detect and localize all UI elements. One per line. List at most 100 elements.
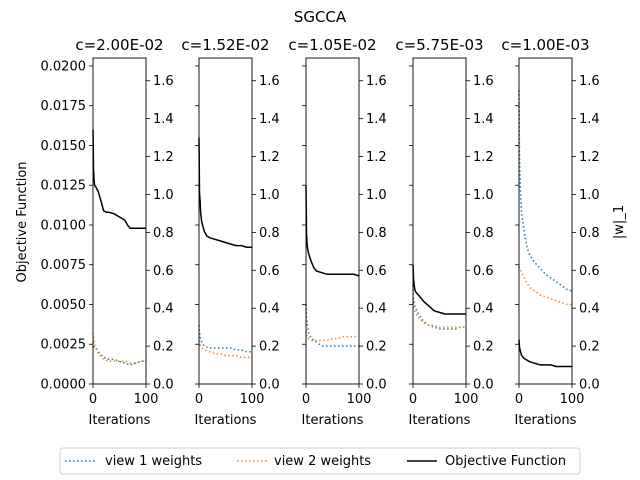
right-y-tick-label: 0.8	[366, 226, 387, 241]
left-y-tick-label: 0.0100	[41, 218, 87, 233]
x-tick-label: 100	[560, 392, 585, 407]
right-y-tick-label: 0.8	[259, 226, 280, 241]
right-y-tick-label: 1.0	[579, 188, 600, 203]
right-y-tick-label: 0.0	[366, 378, 387, 393]
legend: view 1 weights view 2 weights Objective …	[59, 447, 581, 475]
right-y-tick-label: 1.0	[366, 188, 387, 203]
x-tick-label: 0	[89, 392, 97, 407]
left-y-tick-label: 0.0075	[41, 258, 87, 273]
right-y-tick-label: 0.8	[473, 226, 494, 241]
right-y-tick-label: 0.8	[579, 226, 600, 241]
x-axis-label: Iterations	[89, 413, 151, 428]
right-y-tick-label: 0.6	[153, 264, 174, 279]
right-y-tick-label: 1.6	[366, 74, 387, 89]
x-tick-label: 100	[454, 392, 479, 407]
panel-1: c=2.00E-02 0.0000 0.0025 0.0050 0.0075 0.0100…	[41, 36, 174, 428]
series-objective-line	[305, 185, 360, 277]
right-y-tick-label: 1.6	[153, 74, 174, 89]
subplot-panels: c=2.00E-020.00000.00250.00500.00750.0100…	[41, 36, 600, 428]
right-y-tick-label: 1.6	[473, 74, 494, 89]
right-y-tick-label: 1.2	[366, 150, 387, 165]
left-y-axis-label: Objective Function	[15, 161, 30, 282]
series-view1-line	[412, 285, 466, 330]
right-y-tick-label: 0.4	[366, 302, 387, 317]
series-view2-line	[518, 266, 572, 306]
right-y-tick-label: 1.4	[366, 112, 387, 127]
x-axis-label: Iterations	[302, 413, 364, 428]
right-y-tick-label: 0.2	[259, 340, 280, 355]
right-y-tick-label: 0.6	[473, 264, 494, 279]
right-y-tick-label: 0.2	[366, 340, 387, 355]
legend-label-view1: view 1 weights	[105, 454, 202, 469]
right-y-tick-label: 0.0	[579, 378, 600, 393]
right-y-tick-label: 0.0	[259, 378, 280, 393]
legend-label-objective: Objective Function	[445, 454, 566, 469]
right-y-tick-label: 0.4	[579, 302, 600, 317]
panel-frame	[305, 57, 360, 385]
right-y-tick-label: 1.6	[579, 74, 600, 89]
right-y-tick-label: 0.4	[259, 302, 280, 317]
series-objective-line	[518, 339, 572, 368]
series-objective-line	[198, 137, 252, 248]
right-y-axis-label: |w|_1	[612, 205, 627, 239]
left-y-tick-label: 0.0150	[41, 139, 87, 154]
right-y-tick-label: 0.2	[473, 340, 494, 355]
x-tick-label: 0	[515, 392, 523, 407]
panel-5: c=1.00E-03 0.0 0.2 0.4 0.6 0.8 1.0 1.2 1.4 1.6 0 10…	[501, 36, 599, 428]
left-y-tick-label: 0.0025	[41, 338, 87, 353]
right-y-tick-label: 1.0	[473, 188, 494, 203]
left-y-tick-label: 0.0050	[41, 298, 87, 313]
right-y-tick-label: 1.4	[473, 112, 494, 127]
series-view1-line	[518, 90, 573, 292]
x-tick-label: 100	[134, 392, 159, 407]
series-view2-line	[412, 298, 466, 328]
left-y-tick-label: 0.0125	[41, 179, 87, 194]
panel-2: c=1.52E-02 0.0 0.2 0.4 0.6 0.8 1.0 1.2 1.4 1.6 0 10…	[181, 36, 279, 428]
panel-frame	[412, 57, 467, 385]
panel-frame	[518, 57, 573, 385]
right-y-tick-label: 1.2	[153, 150, 174, 165]
panel-title: c=1.00E-03	[501, 36, 589, 54]
series-objective-line	[412, 264, 466, 315]
panel-title: c=2.00E-02	[75, 36, 163, 54]
x-tick-label: 0	[302, 392, 310, 407]
x-axis-label: Iterations	[409, 413, 471, 428]
right-y-tick-label: 1.4	[579, 112, 600, 127]
right-y-tick-label: 0.0	[473, 378, 494, 393]
right-y-tick-label: 1.6	[259, 74, 280, 89]
x-tick-label: 100	[240, 392, 265, 407]
right-y-tick-label: 1.4	[153, 112, 174, 127]
right-y-tick-label: 0.4	[473, 302, 494, 317]
x-axis-label: Iterations	[195, 413, 257, 428]
right-y-tick-label: 0.2	[153, 340, 174, 355]
right-y-tick-label: 0.6	[579, 264, 600, 279]
series-view1-line	[305, 304, 359, 347]
series-view1-line	[198, 325, 252, 353]
panel-3: c=1.05E-02 0.0 0.2 0.4 0.6 0.8 1.0 1.2 1.4 1.6 0 10…	[288, 36, 386, 428]
right-y-tick-label: 1.2	[473, 150, 494, 165]
legend-frame	[59, 447, 581, 475]
left-y-tick-label: 0.0200	[41, 59, 87, 74]
legend-label-view2: view 2 weights	[274, 454, 371, 469]
right-y-tick-label: 0.6	[366, 264, 387, 279]
right-y-tick-label: 0.6	[259, 264, 280, 279]
right-y-tick-label: 1.0	[153, 188, 174, 203]
series-view2-line	[92, 332, 146, 364]
right-y-tick-label: 1.2	[259, 150, 280, 165]
panel-4: c=5.75E-03 0.0 0.2 0.4 0.6 0.8 1.0 1.2 1.4 1.6 0 10…	[395, 36, 493, 428]
left-y-tick-label: 0.0175	[41, 99, 87, 114]
right-y-tick-label: 1.0	[259, 188, 280, 203]
x-axis-label: Iterations	[515, 413, 577, 428]
right-y-tick-label: 0.8	[153, 226, 174, 241]
left-y-tick-label: 0.0000	[41, 378, 87, 393]
series-view2-line	[305, 330, 359, 342]
series-view2-line	[198, 336, 252, 359]
panel-title: c=1.05E-02	[288, 36, 376, 54]
x-tick-label: 100	[347, 392, 372, 407]
right-y-tick-label: 0.0	[153, 378, 174, 393]
x-tick-label: 0	[195, 392, 203, 407]
figure-suptitle: SGCCA	[294, 8, 347, 26]
panel-frame	[92, 57, 147, 385]
right-y-tick-label: 0.4	[153, 302, 174, 317]
